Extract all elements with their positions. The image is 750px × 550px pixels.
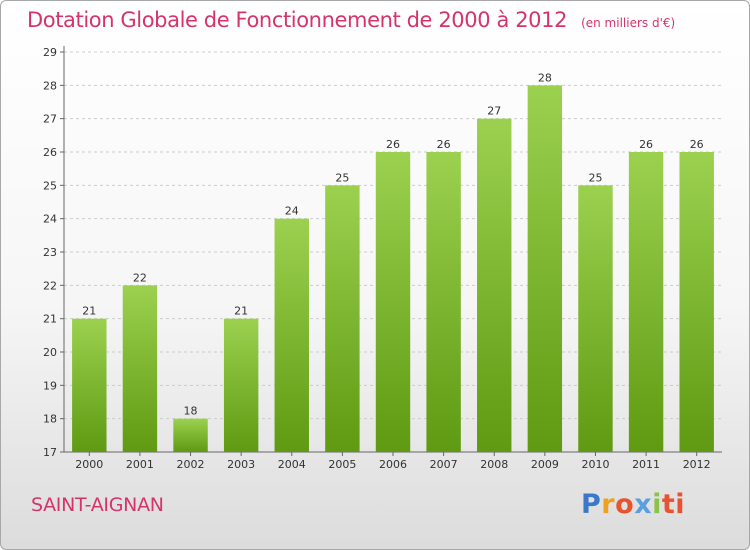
x-tick-label: 2009 bbox=[531, 458, 559, 471]
x-tick-label: 2006 bbox=[379, 458, 407, 471]
bar bbox=[173, 418, 208, 452]
data-label: 27 bbox=[487, 105, 501, 118]
bar bbox=[628, 152, 664, 452]
y-tick-label: 29 bbox=[43, 46, 57, 59]
data-label: 21 bbox=[82, 305, 96, 318]
x-tick-label: 2002 bbox=[177, 458, 205, 471]
y-tick-label: 23 bbox=[43, 246, 57, 259]
town-name: SAINT-AIGNAN bbox=[31, 494, 164, 516]
y-tick-label: 25 bbox=[43, 179, 57, 192]
y-tick-label: 28 bbox=[43, 79, 57, 92]
x-tick-label: 2000 bbox=[75, 458, 103, 471]
y-tick-label: 20 bbox=[43, 346, 57, 359]
x-tick-label: 2010 bbox=[581, 458, 609, 471]
bar bbox=[274, 218, 309, 452]
unit-label: (en milliers d'€) bbox=[581, 16, 676, 30]
bar bbox=[527, 85, 563, 452]
data-label: 26 bbox=[437, 138, 451, 151]
data-label: 25 bbox=[588, 171, 602, 184]
y-tick-label: 24 bbox=[43, 213, 57, 226]
x-tick-label: 2005 bbox=[328, 458, 356, 471]
data-label: 26 bbox=[386, 138, 400, 151]
bar bbox=[578, 185, 613, 453]
data-label: 21 bbox=[234, 305, 248, 318]
title-text: Dotation Globale de Fonctionnement de 20… bbox=[27, 8, 568, 32]
y-tick-label: 19 bbox=[43, 379, 57, 392]
bar bbox=[679, 152, 714, 452]
bar bbox=[72, 318, 107, 452]
chart-title: Dotation Globale de Fonctionnement de 20… bbox=[27, 8, 675, 32]
y-tick-label: 17 bbox=[43, 446, 57, 459]
data-label: 28 bbox=[538, 71, 552, 84]
x-tick-label: 2012 bbox=[683, 458, 711, 471]
data-label: 26 bbox=[639, 138, 653, 151]
x-tick-label: 2004 bbox=[278, 458, 306, 471]
y-tick-label: 26 bbox=[43, 146, 57, 159]
bar bbox=[426, 152, 461, 452]
x-tick-label: 2003 bbox=[227, 458, 255, 471]
bar bbox=[477, 118, 512, 453]
data-label: 22 bbox=[133, 271, 147, 284]
x-tick-label: 2011 bbox=[632, 458, 660, 471]
bar bbox=[223, 318, 259, 452]
x-tick-label: 2001 bbox=[126, 458, 154, 471]
data-label: 26 bbox=[690, 138, 704, 151]
bar bbox=[325, 185, 360, 453]
y-tick-label: 27 bbox=[43, 113, 57, 126]
x-tick-label: 2007 bbox=[430, 458, 458, 471]
y-tick-label: 22 bbox=[43, 279, 57, 292]
x-tick-label: 2008 bbox=[480, 458, 508, 471]
proxiti-logo: Proxiti bbox=[581, 489, 686, 520]
data-label: 24 bbox=[285, 205, 299, 218]
data-label: 18 bbox=[184, 405, 198, 418]
bar bbox=[375, 152, 411, 452]
y-tick-label: 18 bbox=[43, 413, 57, 426]
y-tick-label: 21 bbox=[43, 313, 57, 326]
data-label: 25 bbox=[335, 171, 349, 184]
bar bbox=[122, 285, 158, 452]
